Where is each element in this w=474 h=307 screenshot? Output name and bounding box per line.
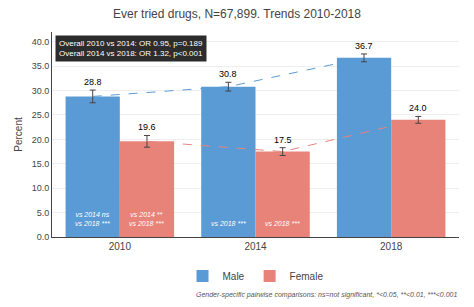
svg-text:vs 2018 ***: vs 2018 *** [211,220,246,227]
svg-text:Ever tried drugs, N=67,899. Tr: Ever tried drugs, N=67,899. Trends 2010-… [113,7,361,21]
svg-text:2014: 2014 [244,241,267,252]
svg-text:20.0: 20.0 [32,135,50,145]
svg-text:2010: 2010 [109,241,132,252]
svg-text:Gender-specific pairwise compa: Gender-specific pairwise comparisons: ns… [196,291,457,299]
svg-text:35.0: 35.0 [32,61,50,71]
svg-text:Overall 2010 vs 2014: OR 0.95,: Overall 2010 vs 2014: OR 0.95, p=0.189Ov… [59,39,203,58]
svg-text:5.0: 5.0 [37,208,50,218]
svg-text:15.0: 15.0 [32,159,50,169]
svg-text:30.8: 30.8 [219,69,237,79]
svg-text:Male: Male [223,271,245,282]
svg-text:36.7: 36.7 [355,41,373,51]
svg-text:19.6: 19.6 [138,122,156,132]
svg-text:vs 2018 ***: vs 2018 *** [265,220,300,227]
svg-text:28.8: 28.8 [84,77,102,87]
svg-text:vs 2014 **vs 2018 ***: vs 2014 **vs 2018 *** [129,211,164,227]
svg-text:vs 2014 nsvs 2018 ***: vs 2014 nsvs 2018 *** [75,211,110,227]
svg-text:25.0: 25.0 [32,110,50,120]
svg-text:2018: 2018 [380,241,403,252]
svg-text:Percent: Percent [13,117,24,152]
svg-text:24.0: 24.0 [409,103,427,113]
svg-text:17.5: 17.5 [274,135,292,145]
svg-text:10.0: 10.0 [32,183,50,193]
svg-text:40.0: 40.0 [32,37,50,47]
svg-text:Female: Female [290,271,324,282]
svg-text:30.0: 30.0 [32,86,50,96]
svg-text:0.0: 0.0 [37,232,50,242]
